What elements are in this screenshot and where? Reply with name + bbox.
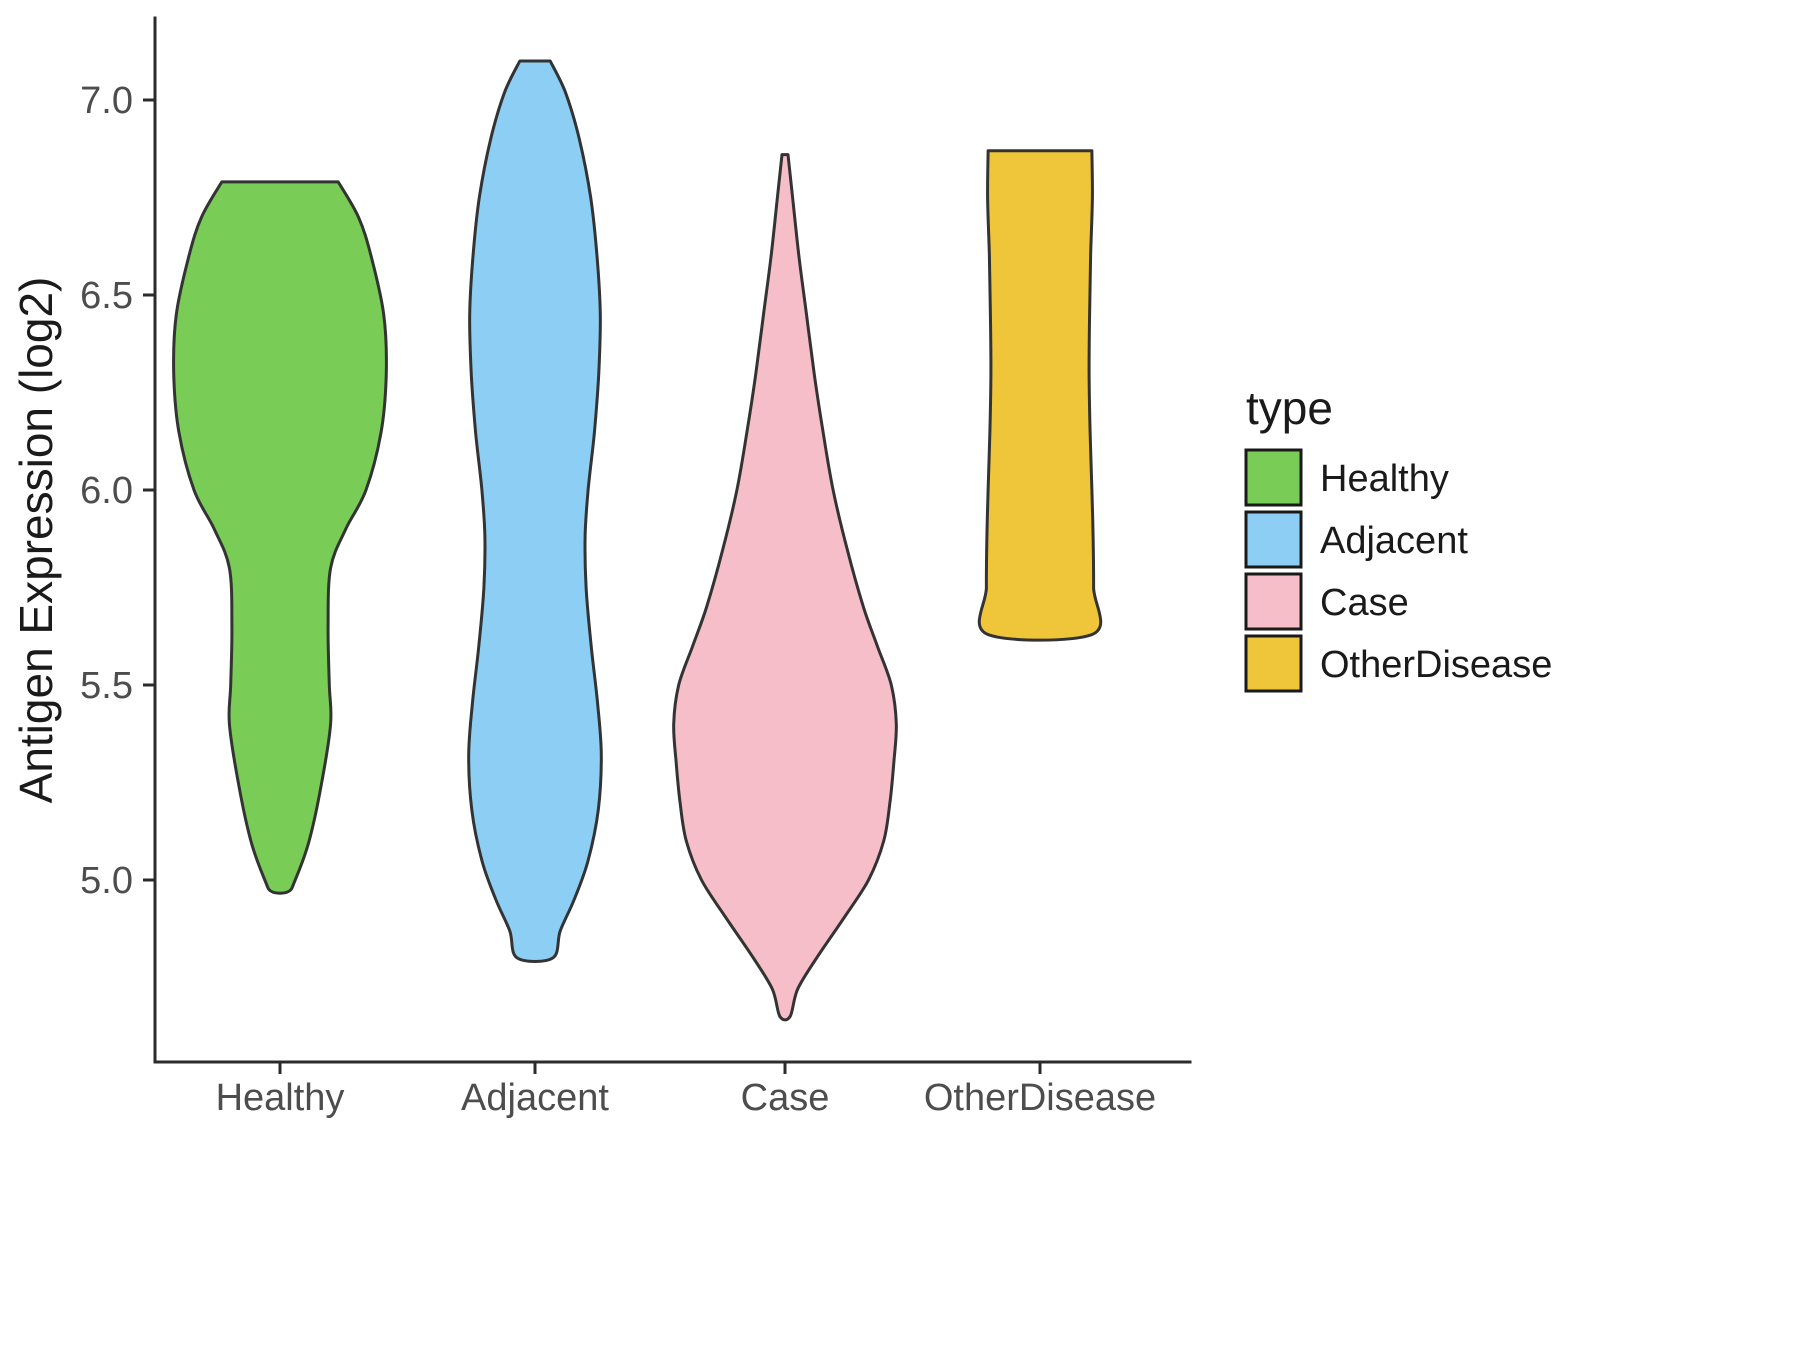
legend: type Healthy Adjacent Case OtherDisease <box>1244 382 1552 693</box>
y-tick-label: 6.5 <box>80 275 133 317</box>
y-tick-label: 6.0 <box>80 470 133 512</box>
axis-lines <box>153 16 1192 1064</box>
legend-key-adjacent <box>1244 510 1303 569</box>
y-tick-label: 7.0 <box>80 80 133 122</box>
x-category-label: Case <box>741 1077 830 1119</box>
legend-entries: Healthy Adjacent Case OtherDisease <box>1244 448 1552 693</box>
legend-key-otherdisease <box>1244 634 1303 693</box>
legend-label-healthy: Healthy <box>1320 458 1449 500</box>
x-category-label: Healthy <box>216 1077 345 1119</box>
violin-adjacent <box>467 59 603 963</box>
violin-healthy <box>172 180 388 895</box>
legend-label-case: Case <box>1320 582 1409 624</box>
y-tick-label: 5.5 <box>80 665 133 707</box>
x-category-label: Adjacent <box>461 1077 609 1119</box>
legend-key-healthy <box>1244 448 1303 507</box>
y-axis-title: Antigen Expression (log2) <box>10 277 62 804</box>
legend-label-otherdisease: OtherDisease <box>1320 644 1552 686</box>
legend-key-case <box>1244 572 1303 631</box>
legend-title: type <box>1246 382 1333 434</box>
violin-case <box>672 153 898 1022</box>
violin-otherdisease <box>977 149 1103 642</box>
legend-label-adjacent: Adjacent <box>1320 520 1468 562</box>
violins-layer <box>172 59 1103 1022</box>
x-axis-ticks: Healthy Adjacent Case OtherDisease <box>216 1062 1156 1119</box>
x-category-label: OtherDisease <box>924 1077 1156 1119</box>
y-tick-label: 5.0 <box>80 860 133 902</box>
y-axis-ticks: 5.0 5.5 6.0 6.5 7.0 <box>80 80 155 902</box>
